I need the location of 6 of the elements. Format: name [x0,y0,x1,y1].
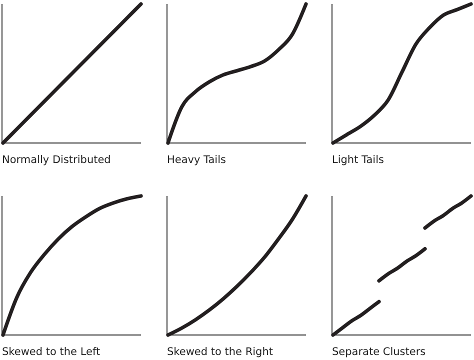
x-axis-title: Heavy Tails [167,154,226,166]
x-axis-title: Light Tails [332,154,384,166]
x-axis-title: Normally Distributed [2,154,111,166]
x-axis-title: Skewed to the Left [2,346,100,358]
x-axis-title: Separate Clusters [332,346,426,358]
x-axis-title: Skewed to the Right [167,346,273,358]
